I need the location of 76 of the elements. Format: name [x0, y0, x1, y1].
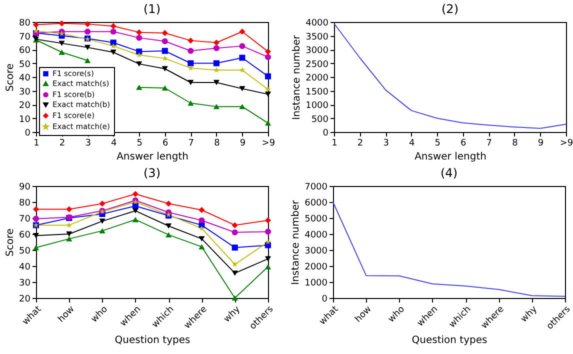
y-axis-title: Score — [5, 228, 16, 257]
y-tick-label: 2500 — [306, 60, 329, 70]
x-tick-label: 6 — [162, 138, 169, 148]
y-tick-label: 500 — [311, 114, 329, 125]
x-axis-title: Answer length — [414, 152, 486, 162]
y-tick-label: 3000 — [304, 246, 328, 256]
y-tick-label: 50 — [19, 60, 31, 70]
point — [265, 239, 271, 244]
chart-title: (1) — [144, 2, 160, 16]
x-tick-label: >9 — [262, 138, 276, 148]
y-tick-label: 70 — [19, 214, 31, 224]
x-tick-label: who — [90, 304, 110, 325]
x-axis-title: Answer length — [116, 152, 188, 162]
y-tick-label: 5000 — [304, 214, 328, 224]
y-tick-label: 1000 — [304, 278, 328, 288]
x-tick-label: 2 — [59, 138, 66, 148]
y-tick-label: 4000 — [304, 230, 328, 240]
x-tick-label: 5 — [136, 138, 142, 148]
y-tick-label: 0 — [24, 128, 31, 138]
y-tick-label: 60 — [19, 230, 31, 240]
x-tick-label: 1 — [34, 138, 40, 148]
x-axis-title: Question types — [114, 335, 190, 346]
y-tick-label: 4000 — [306, 18, 329, 28]
y-tick-label: 20 — [19, 101, 31, 111]
y-tick-label: 2000 — [304, 262, 328, 272]
x-tick-label: 8 — [512, 138, 518, 148]
x-tick-label: 2 — [357, 138, 364, 148]
x-tick-label: 9 — [538, 138, 544, 148]
x-tick-label: 8 — [214, 138, 220, 148]
y-tick-label: 2000 — [306, 74, 329, 84]
y-tick-label: 20 — [19, 294, 31, 304]
y-tick-label: 80 — [19, 18, 31, 28]
x-tick-label: 4 — [110, 138, 117, 148]
x-tick-label: why — [519, 304, 540, 325]
y-axis-title: Instance number — [292, 34, 303, 120]
y-tick-label: 60 — [19, 46, 31, 56]
y-tick-label: 30 — [19, 278, 31, 288]
y-tick-label: 3000 — [306, 46, 329, 56]
y-tick-label: 40 — [19, 74, 31, 84]
line-series — [332, 202, 566, 297]
y-tick-label: 80 — [19, 198, 31, 208]
y-tick-label: 6000 — [304, 198, 328, 208]
y-tick-label: 70 — [19, 32, 31, 42]
y-tick-label: 40 — [19, 262, 31, 272]
x-tick-label: 4 — [408, 138, 415, 148]
x-tick-label: 3 — [383, 138, 389, 148]
y-tick-label: 1500 — [306, 87, 329, 98]
y-axis-title: Score — [5, 63, 16, 92]
y-axis-title: Instance number — [290, 199, 302, 285]
x-tick-label: 6 — [460, 138, 467, 148]
x-tick-label: 7 — [486, 138, 492, 148]
chart-title: (4) — [440, 166, 458, 180]
y-tick-label: 0 — [322, 128, 329, 138]
chart-title: (3) — [144, 166, 160, 180]
x-tick-label: why — [222, 304, 243, 325]
x-axis-title: Question types — [412, 335, 488, 346]
y-tick-label: 0 — [322, 294, 328, 304]
chart-title: (2) — [442, 2, 458, 16]
y-tick-label: 1000 — [306, 101, 329, 111]
y-tick-label: 7000 — [304, 182, 328, 192]
x-tick-label: 1 — [332, 138, 338, 148]
y-tick-label: 90 — [19, 182, 31, 192]
x-tick-label: 9 — [240, 138, 246, 148]
x-tick-label: >9 — [560, 138, 573, 148]
y-tick-label: 10 — [19, 114, 31, 125]
point — [265, 264, 271, 270]
x-tick-label: 3 — [85, 138, 91, 148]
y-tick-label: 30 — [19, 87, 31, 98]
y-tick-label: 50 — [19, 246, 31, 256]
line-series — [334, 22, 566, 129]
x-tick-label: 7 — [188, 138, 194, 148]
point — [265, 92, 271, 97]
x-tick-label: who — [386, 304, 408, 325]
x-tick-label: 5 — [434, 138, 440, 148]
y-tick-label: 3500 — [306, 32, 329, 42]
point — [265, 256, 271, 262]
